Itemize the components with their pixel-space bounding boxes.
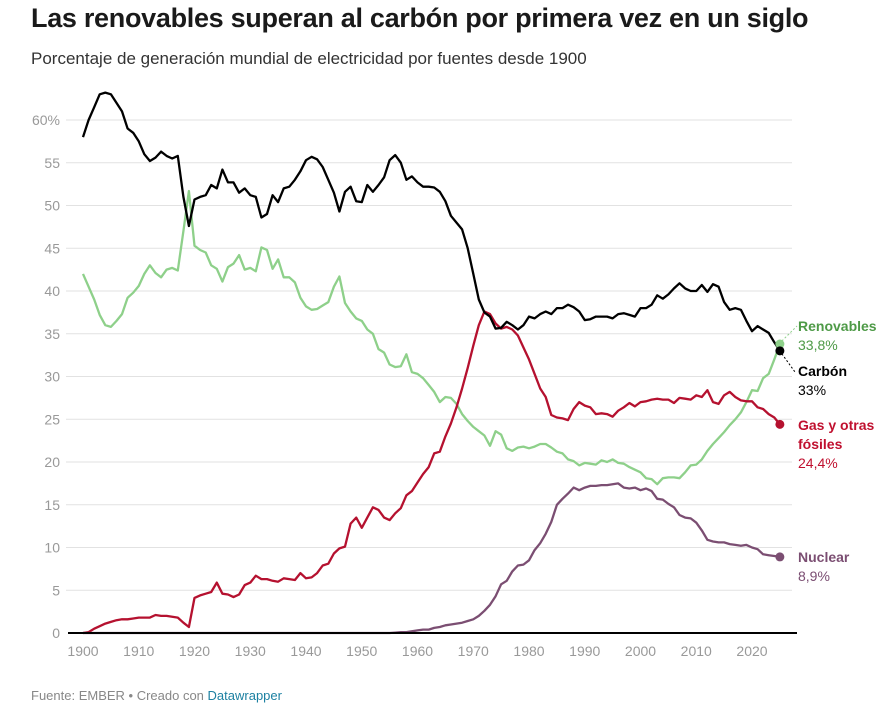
x-tick-label: 1910 [123,643,154,659]
x-tick-label: 2000 [625,643,656,659]
series-label: Gas y otras [798,417,874,433]
y-tick-label: 20 [44,454,60,470]
x-tick-label: 1940 [290,643,321,659]
y-tick-label: 25 [44,411,60,427]
x-tick-label: 1920 [179,643,210,659]
y-tick-label: 40 [44,283,60,299]
series-line-gas-y-otras-fósiles [82,310,781,635]
y-tick-label: 30 [44,369,60,385]
y-tick-label: 35 [44,326,60,342]
series-line-renovables [81,189,781,486]
label-connector [781,353,796,373]
series-line-nuclear [83,482,781,635]
y-tick-label: 50 [44,198,60,214]
y-tick-label: 55 [44,155,60,171]
x-tick-label: 1980 [513,643,544,659]
series-end-value: 33,8% [798,337,838,353]
datawrapper-link[interactable]: Datawrapper [207,688,282,703]
y-tick-label: 15 [44,497,60,513]
y-tick-label: 45 [44,240,60,256]
chart-title: Las renovables superan al carbón por pri… [31,3,809,33]
series-end-value: 24,4% [798,455,838,471]
chart-subtitle: Porcentaje de generación mundial de elec… [31,49,587,68]
end-point-marker [775,552,785,562]
series-label: Renovables [798,318,877,334]
x-tick-label: 1950 [346,643,377,659]
x-tick-label: 1900 [67,643,98,659]
x-tick-label: 2020 [736,643,767,659]
series-label: Carbón [798,363,847,379]
y-tick-label: 10 [44,540,60,556]
series-end-value: 8,9% [798,568,830,584]
x-tick-label: 1960 [402,643,433,659]
series-line-carbón [81,91,781,352]
series-label: fósiles [798,436,843,452]
y-tick-label: 60% [32,112,60,128]
footer: Fuente: EMBER • Creado con Datawrapper [31,688,282,703]
y-tick-label: 5 [52,582,60,598]
series-label: Nuclear [798,549,850,565]
y-tick-label: 0 [52,625,60,641]
source-text: Fuente: EMBER • Creado con [31,688,208,703]
x-tick-label: 1930 [235,643,266,659]
end-point-marker [775,346,785,356]
series-end-value: 33% [798,382,826,398]
x-tick-label: 1970 [458,643,489,659]
label-connector [781,325,798,342]
end-point-marker [775,419,785,429]
x-tick-label: 2010 [681,643,712,659]
x-tick-label: 1990 [569,643,600,659]
end-point-marker [775,339,785,349]
